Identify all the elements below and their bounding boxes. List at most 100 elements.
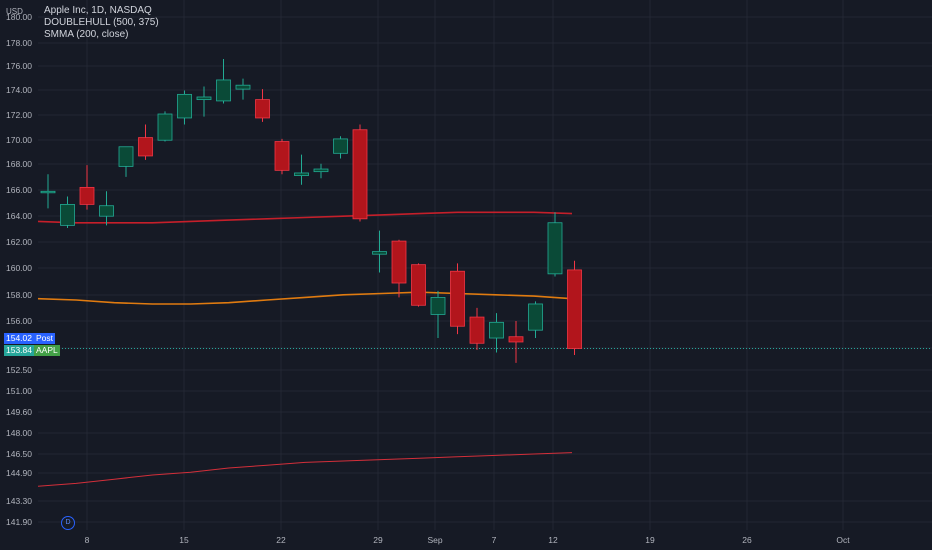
y-tick-label: 174.00 bbox=[6, 85, 32, 95]
y-tick-label: 158.00 bbox=[6, 290, 32, 300]
x-tick-label: 7 bbox=[492, 535, 497, 545]
candle[interactable] bbox=[411, 263, 426, 307]
candle[interactable] bbox=[391, 239, 407, 298]
candle-body bbox=[138, 137, 153, 157]
candle-body bbox=[216, 79, 231, 102]
candle[interactable] bbox=[118, 146, 134, 177]
candle-body bbox=[196, 96, 212, 101]
candle-body bbox=[430, 297, 446, 315]
candle-body bbox=[508, 336, 524, 343]
y-tick-label: 178.00 bbox=[6, 38, 32, 48]
candle-body bbox=[177, 93, 192, 119]
candle[interactable] bbox=[333, 136, 348, 159]
y-tick-label: 170.00 bbox=[6, 135, 32, 145]
candle-body bbox=[567, 269, 582, 349]
candle[interactable] bbox=[372, 230, 387, 273]
post-price-label: Post bbox=[34, 333, 56, 344]
candle[interactable] bbox=[469, 307, 485, 350]
x-tick-label: 29 bbox=[373, 535, 383, 545]
x-tick-label: 12 bbox=[548, 535, 558, 545]
candle[interactable] bbox=[294, 154, 309, 185]
interval-badge[interactable]: D bbox=[61, 516, 75, 530]
candle-body bbox=[469, 316, 485, 344]
x-tick-label: Oct bbox=[836, 535, 850, 545]
candle-body bbox=[274, 141, 290, 171]
candle[interactable] bbox=[430, 290, 446, 339]
x-tick-label: 15 bbox=[179, 535, 189, 545]
candle-body bbox=[313, 168, 329, 173]
candle[interactable] bbox=[547, 212, 563, 277]
candle-body bbox=[391, 240, 407, 284]
hull-slow-line bbox=[37, 291, 573, 305]
chart-legend: Apple Inc, 1D, NASDAQ DOUBLEHULL (500, 3… bbox=[44, 5, 159, 41]
y-tick-label: 180.00 bbox=[6, 12, 32, 22]
candle[interactable] bbox=[196, 86, 212, 117]
y-tick-label: 164.00 bbox=[6, 211, 32, 221]
candle-body bbox=[489, 321, 504, 339]
candle-body bbox=[411, 264, 426, 306]
last-price-label: AAPL bbox=[34, 345, 60, 356]
candle-body bbox=[235, 84, 251, 90]
x-tick-label: 22 bbox=[276, 535, 286, 545]
candle[interactable] bbox=[352, 124, 368, 222]
x-tick-label: 19 bbox=[645, 535, 655, 545]
candle[interactable] bbox=[99, 191, 114, 226]
y-tick-label: 151.00 bbox=[6, 386, 32, 396]
candle[interactable] bbox=[274, 138, 290, 175]
candle[interactable] bbox=[235, 78, 251, 100]
candle[interactable] bbox=[313, 163, 329, 179]
y-tick-label: 143.30 bbox=[6, 496, 32, 506]
y-tick-label: 160.00 bbox=[6, 263, 32, 273]
candle[interactable] bbox=[60, 196, 75, 228]
x-tick-label: 26 bbox=[742, 535, 752, 545]
y-tick-label: 141.90 bbox=[6, 517, 32, 527]
candle[interactable] bbox=[567, 260, 582, 356]
candle[interactable] bbox=[157, 111, 173, 142]
y-tick-label: 162.00 bbox=[6, 237, 32, 247]
post-price-tag: 154.02 Post bbox=[4, 333, 56, 344]
candle[interactable] bbox=[255, 89, 270, 122]
candle-body bbox=[294, 172, 309, 176]
indicator-smma[interactable]: SMMA (200, close) bbox=[44, 29, 129, 40]
smma-line bbox=[37, 452, 573, 487]
symbol-title[interactable]: Apple Inc, 1D, NASDAQ bbox=[44, 5, 152, 16]
candle[interactable] bbox=[40, 174, 56, 209]
candle[interactable] bbox=[177, 90, 192, 125]
y-tick-label: 176.00 bbox=[6, 61, 32, 71]
candle-body bbox=[99, 205, 114, 217]
candle-body bbox=[528, 303, 543, 331]
indicator-doublehull[interactable]: DOUBLEHULL (500, 375) bbox=[44, 17, 159, 28]
candle-body bbox=[255, 99, 270, 119]
y-tick-label: 152.50 bbox=[6, 365, 32, 375]
x-tick-label: Sep bbox=[427, 535, 442, 545]
candle[interactable] bbox=[508, 321, 524, 363]
axis-layer: USD 180.00 178.00 176.00 174.00 172.00 170.00… bbox=[6, 7, 850, 545]
candle-body bbox=[352, 129, 368, 220]
last-price-tag: 153.84 AAPL bbox=[4, 345, 60, 356]
candle-body bbox=[333, 138, 348, 154]
candle-body bbox=[79, 186, 95, 205]
currency-label: USD bbox=[6, 7, 23, 16]
x-tick-label: 8 bbox=[85, 535, 90, 545]
candle-body bbox=[547, 222, 563, 275]
y-tick-label: 168.00 bbox=[6, 159, 32, 169]
candle-body bbox=[372, 251, 387, 255]
candle-body bbox=[450, 270, 465, 327]
candle[interactable] bbox=[79, 165, 95, 210]
candle[interactable] bbox=[528, 301, 543, 339]
series-layer bbox=[37, 211, 573, 487]
y-tick-label: 148.00 bbox=[6, 428, 32, 438]
candle-body bbox=[60, 204, 75, 226]
candle[interactable] bbox=[138, 124, 153, 160]
last-price-value: 153.84 bbox=[4, 345, 34, 356]
candle-body bbox=[157, 113, 173, 141]
candle[interactable] bbox=[216, 59, 231, 104]
candle[interactable] bbox=[450, 263, 465, 335]
candle[interactable] bbox=[489, 313, 504, 353]
y-tick-label: 144.90 bbox=[6, 468, 32, 478]
y-tick-label: 166.00 bbox=[6, 185, 32, 195]
y-tick-label: 149.60 bbox=[6, 407, 32, 417]
post-price-value: 154.02 bbox=[4, 333, 34, 344]
